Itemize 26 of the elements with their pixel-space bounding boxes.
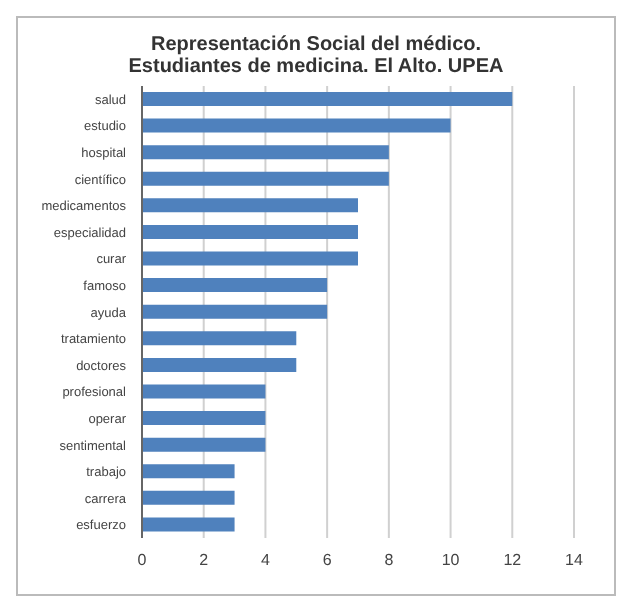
bar bbox=[142, 198, 358, 213]
bar bbox=[142, 437, 266, 452]
bar bbox=[142, 411, 266, 426]
bar bbox=[142, 464, 235, 479]
bar bbox=[142, 251, 358, 266]
bar bbox=[142, 331, 297, 346]
x-tick-label: 4 bbox=[260, 551, 271, 570]
bar bbox=[142, 517, 235, 532]
x-tick-label: 14 bbox=[565, 551, 584, 570]
bar bbox=[142, 171, 389, 186]
x-tick-label: 10 bbox=[441, 551, 461, 570]
bar bbox=[142, 304, 328, 319]
x-tick-label: 2 bbox=[199, 551, 210, 570]
x-tick-label: 8 bbox=[384, 551, 395, 570]
chart-title: Representación Social del médico. Estudiantes de medicina. El Alto. UPEA bbox=[126, 32, 506, 78]
x-tick-label: 0 bbox=[137, 551, 148, 570]
x-tick-label: 6 bbox=[322, 551, 333, 570]
bar bbox=[142, 357, 297, 372]
bar bbox=[142, 278, 328, 293]
bar bbox=[142, 118, 451, 133]
bar bbox=[142, 145, 389, 160]
bar bbox=[142, 490, 235, 505]
bar bbox=[142, 224, 358, 239]
bar bbox=[142, 384, 266, 399]
bar bbox=[142, 92, 513, 106]
x-tick-label: 12 bbox=[503, 551, 523, 570]
